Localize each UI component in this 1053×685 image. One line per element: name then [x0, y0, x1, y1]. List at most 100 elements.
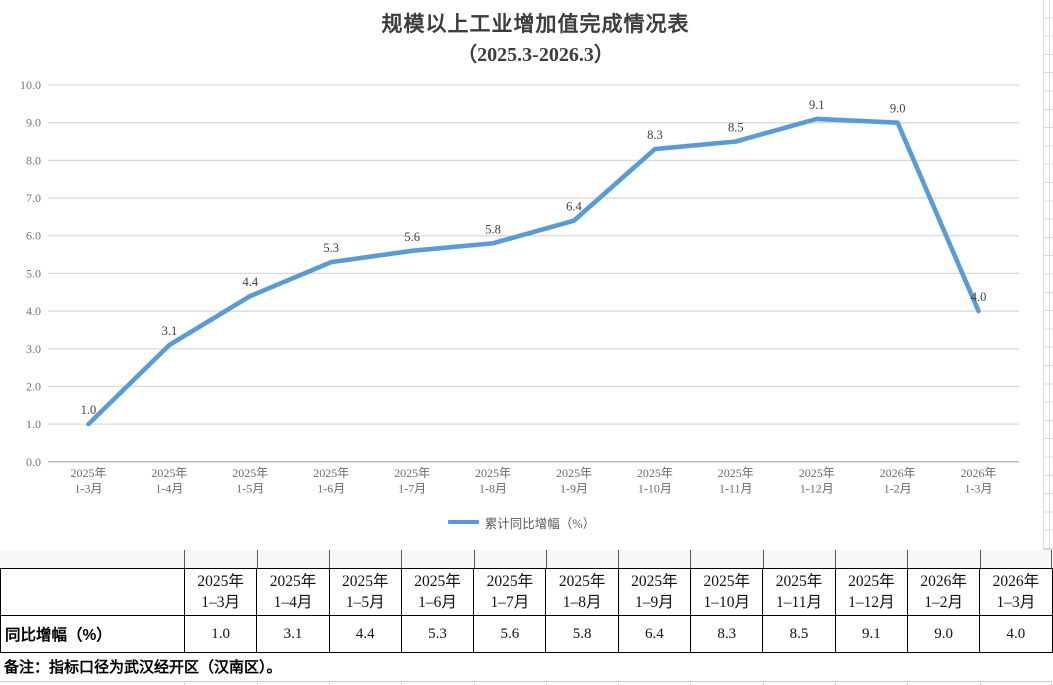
cell-separator — [1051, 683, 1052, 685]
sheet-row-bottom — [0, 683, 1053, 685]
value-cell[interactable]: 9.0 — [906, 615, 981, 653]
cell-separator — [256, 683, 258, 685]
cell-separator — [690, 550, 692, 568]
y-tick-label: 8.0 — [26, 153, 41, 167]
value-cell[interactable]: 8.5 — [762, 615, 836, 653]
value-cell[interactable]: 9.1 — [834, 615, 908, 653]
y-tick-label: 0.0 — [26, 455, 41, 469]
x-axis-label: 2025年 1-10月 — [637, 466, 673, 496]
value-cell[interactable]: 4.4 — [328, 615, 402, 653]
note-cell[interactable]: 备注：指标口径为武汉经开区（汉南区）。 — [0, 653, 1052, 682]
x-axis-label: 2025年 1-7月 — [394, 466, 430, 496]
value-cell[interactable]: 3.1 — [256, 615, 330, 653]
cell-separator — [907, 683, 909, 685]
month-header-cell[interactable]: 2025年 1–6月 — [400, 568, 475, 616]
cell-separator — [473, 550, 475, 568]
y-tick-label: 6.0 — [26, 229, 41, 243]
data-label: 1.0 — [81, 403, 97, 417]
cell-separator — [545, 550, 547, 568]
legend-line-swatch — [447, 520, 479, 524]
x-axis-label: 2025年 1-12月 — [799, 466, 835, 496]
legend-label: 累计同比增幅（%） — [484, 516, 596, 531]
cell-separator — [618, 550, 620, 568]
value-cell[interactable]: 5.6 — [473, 615, 547, 653]
cell-separator — [762, 550, 764, 568]
data-label: 9.0 — [890, 102, 906, 116]
data-label: 6.4 — [566, 200, 582, 214]
y-tick-label: 7.0 — [26, 191, 41, 205]
data-label: 8.3 — [647, 128, 663, 142]
data-label: 9.1 — [809, 98, 825, 112]
cell-separator — [256, 550, 258, 568]
y-tick-label: 2.0 — [26, 379, 41, 393]
data-label: 5.3 — [323, 241, 339, 255]
x-axis-label: 2025年 1-4月 — [151, 466, 187, 496]
month-header-cell[interactable]: 2026年 1–2月 — [906, 568, 981, 616]
cell-separator — [979, 550, 981, 568]
chart-title-line2: （2025.3-2026.3） — [457, 44, 614, 66]
row-label-cell[interactable]: 同比增幅（%） — [0, 615, 185, 653]
cell-separator — [762, 683, 764, 685]
chart-object[interactable]: 规模以上工业增加值完成情况表 （2025.3-2026.3） 0.0 1.0 2.0… — [0, 0, 1043, 550]
cell-separator — [401, 550, 403, 568]
month-header-cell[interactable]: 2025年 1–8月 — [545, 568, 619, 616]
month-header-cell[interactable]: 2026年 1–3月 — [979, 568, 1053, 616]
data-label: 4.0 — [971, 290, 987, 304]
x-axis-label: 2025年 1-5月 — [232, 466, 268, 496]
cell-separator — [690, 683, 692, 685]
y-tick-label: 5.0 — [26, 266, 41, 280]
cell-separator — [618, 683, 620, 685]
value-cell[interactable]: 8.3 — [690, 615, 764, 653]
data-label: 4.4 — [242, 275, 258, 289]
month-header-cell[interactable]: 2025年 1–12月 — [834, 568, 908, 616]
data-label: 5.8 — [485, 222, 501, 236]
cell-separator — [835, 550, 837, 568]
value-cell[interactable]: 5.8 — [545, 615, 619, 653]
sheet-gridline — [1049, 0, 1050, 550]
cell-separator — [979, 683, 981, 685]
x-axis-label: 2026年 1-2月 — [880, 466, 916, 496]
value-cell[interactable]: 6.4 — [617, 615, 692, 653]
cell-separator — [473, 683, 475, 685]
cell-separator — [184, 683, 186, 685]
y-tick-label: 3.0 — [26, 342, 41, 356]
month-header-cell[interactable]: 2025年 1–3月 — [183, 568, 258, 616]
month-header-cell[interactable]: 2025年 1–4月 — [256, 568, 330, 616]
month-header-cell[interactable]: 2025年 1–7月 — [473, 568, 547, 616]
cell-separator — [184, 550, 186, 568]
x-axis-label: 2025年 1-9月 — [556, 466, 592, 496]
month-header-cell[interactable]: 2025年 1–10月 — [690, 568, 764, 616]
x-axis-label: 2025年 1-8月 — [475, 466, 511, 496]
sheet-cells-right-strip — [1043, 0, 1053, 550]
chart-legend[interactable]: 累计同比增幅（%） — [0, 512, 1043, 532]
data-table-block: 2025年 1–3月 2025年 1–4月 2025年 1–5月 2025年 1–6月 2025… — [0, 568, 1053, 682]
cell-separator — [328, 550, 330, 568]
corner-cell[interactable] — [0, 568, 185, 616]
cell-separator — [328, 683, 330, 685]
trend-line-chart: 0.0 1.0 2.0 3.0 4.0 5.0 6.0 7.0 8.0 9.0 10.0 2025年 1… — [20, 78, 1019, 496]
x-axis-label: 2025年 1-11月 — [718, 466, 754, 496]
cell-separator — [835, 683, 837, 685]
y-tick-label: 4.0 — [26, 304, 41, 318]
value-cell[interactable]: 5.3 — [400, 615, 475, 653]
data-label: 5.6 — [404, 230, 420, 244]
chart-title-line1: 规模以上工业增加值完成情况表 — [381, 12, 690, 36]
x-axis-label: 2026年 1-3月 — [961, 466, 997, 496]
y-tick-label: 10.0 — [20, 78, 41, 92]
sheet-row-band — [0, 550, 1053, 568]
cell-separator — [401, 683, 403, 685]
cell-separator — [907, 550, 909, 568]
value-cell[interactable]: 4.0 — [979, 615, 1053, 653]
x-axis-label: 2025年 1-6月 — [313, 466, 349, 496]
y-tick-label: 1.0 — [26, 417, 41, 431]
month-header-cell[interactable]: 2025年 1–5月 — [328, 568, 402, 616]
data-label: 8.5 — [728, 121, 744, 135]
data-label: 3.1 — [162, 324, 178, 338]
data-table: 2025年 1–3月 2025年 1–4月 2025年 1–5月 2025年 1–6月 2025… — [0, 568, 1053, 653]
month-header-cell[interactable]: 2025年 1–9月 — [617, 568, 692, 616]
cell-separator — [545, 683, 547, 685]
month-header-cell[interactable]: 2025年 1–11月 — [762, 568, 836, 616]
value-cell[interactable]: 1.0 — [183, 615, 258, 653]
x-axis-label: 2025年 1-3月 — [70, 466, 106, 496]
